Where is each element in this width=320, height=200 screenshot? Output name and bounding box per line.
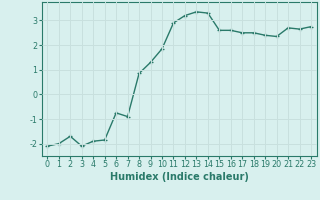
X-axis label: Humidex (Indice chaleur): Humidex (Indice chaleur) (110, 172, 249, 182)
